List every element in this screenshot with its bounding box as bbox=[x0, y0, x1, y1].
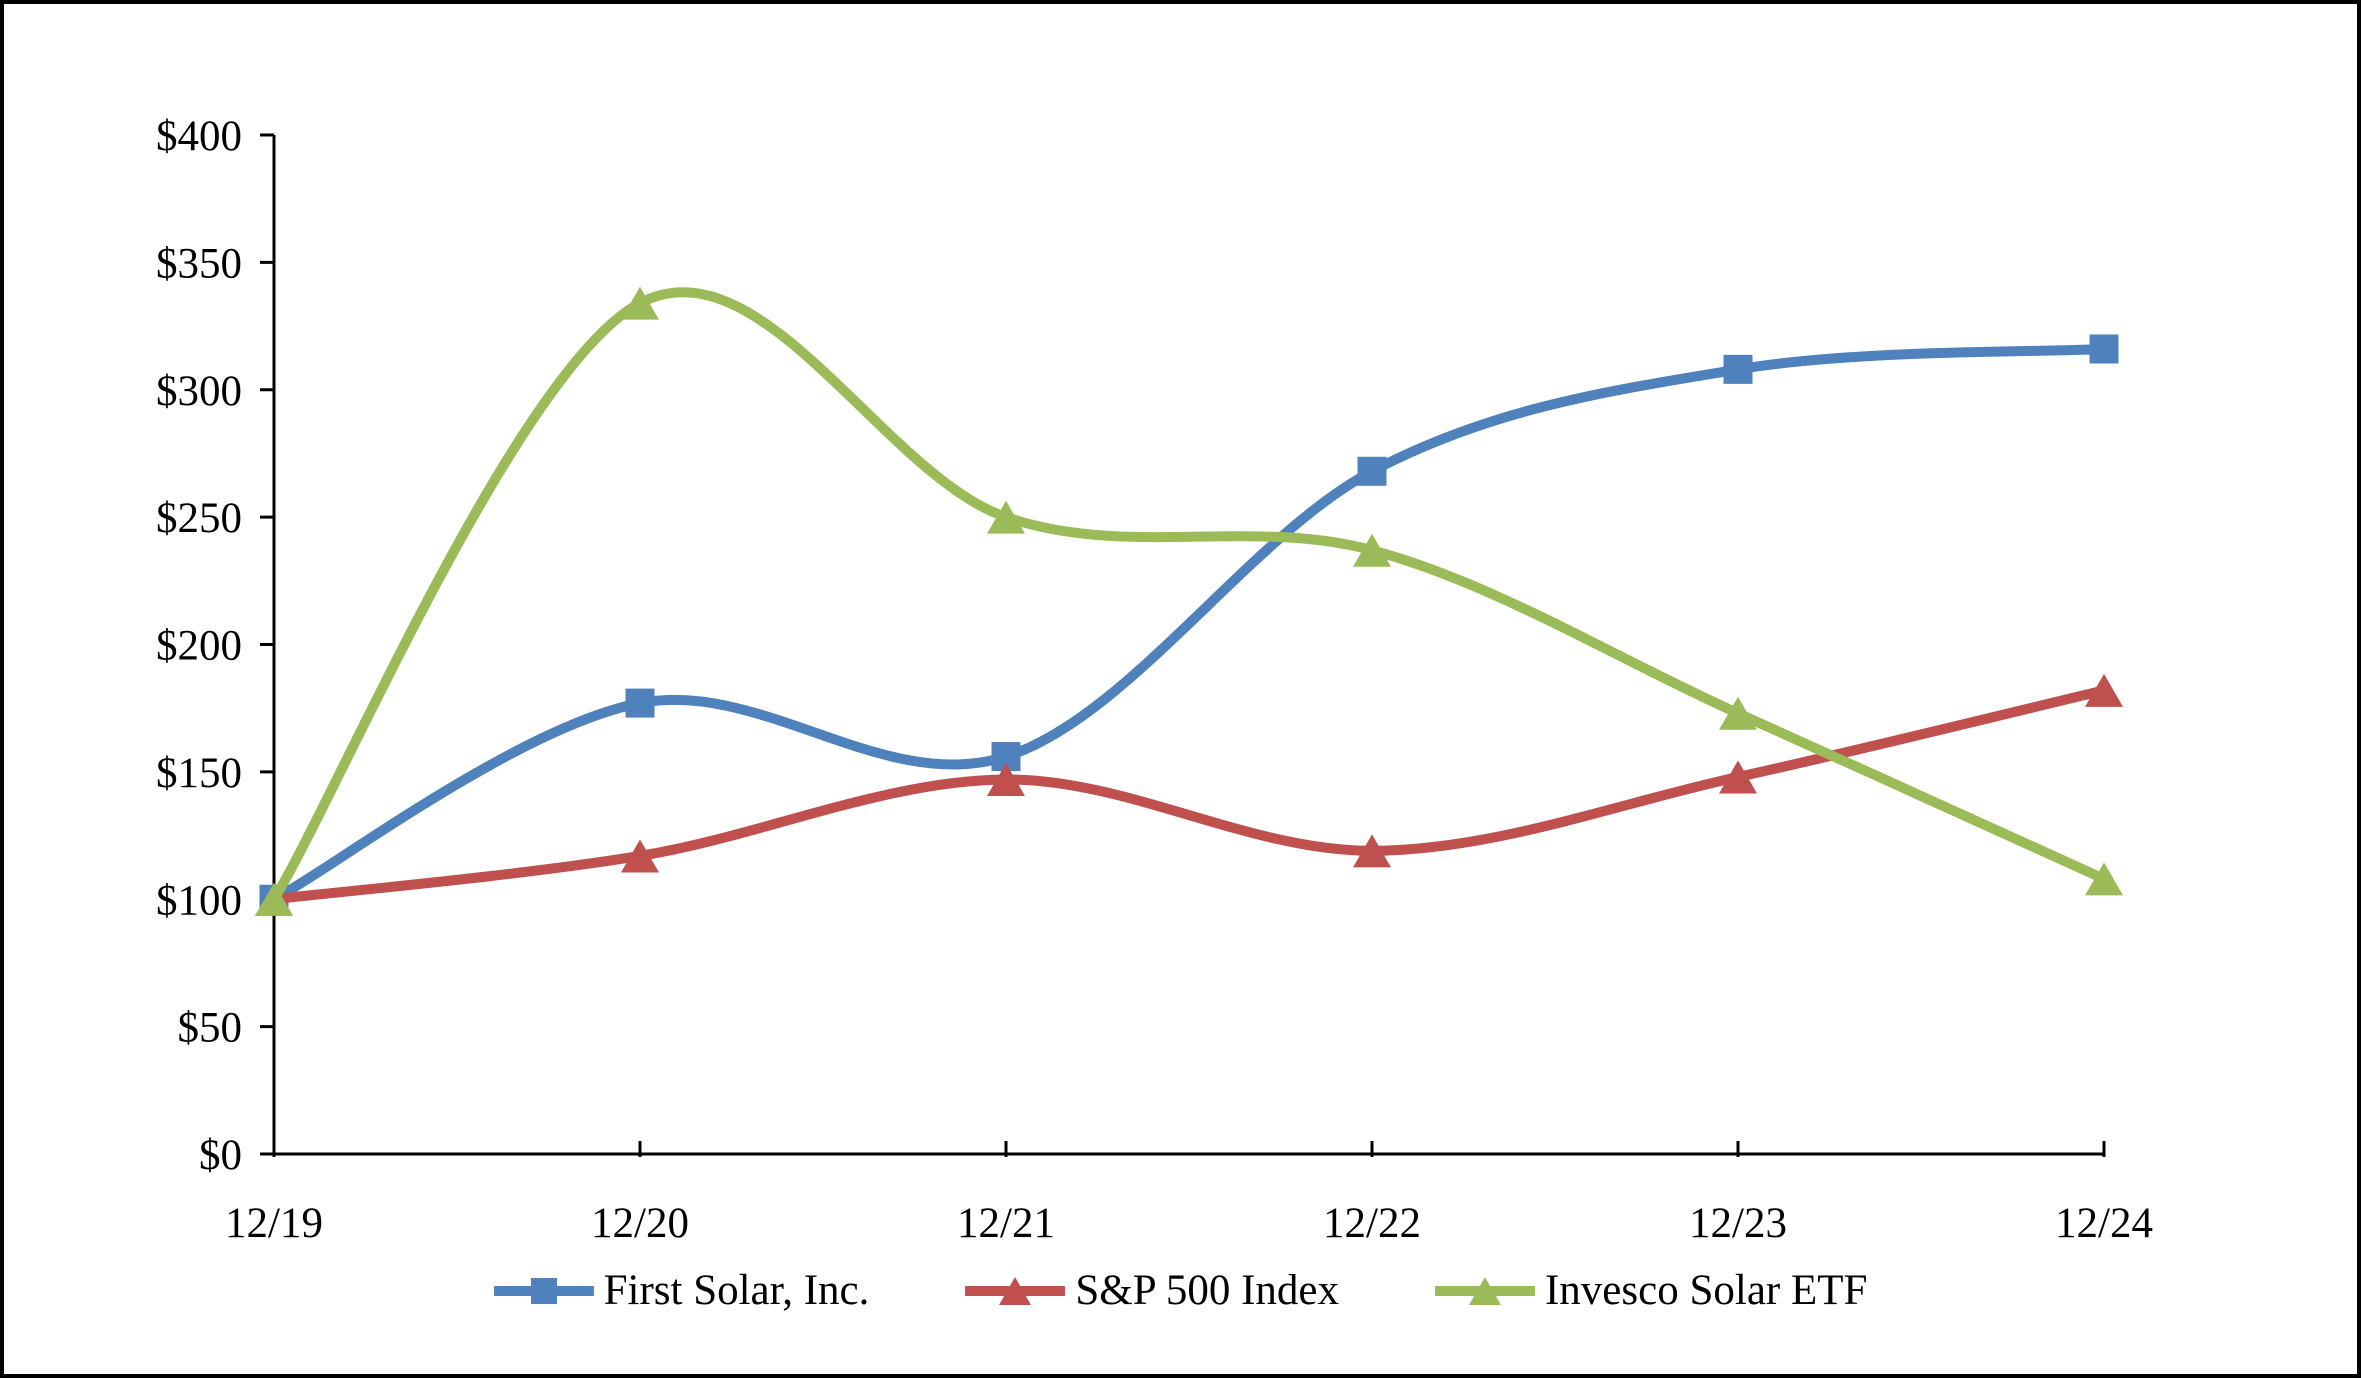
y-axis-tick-label: $200 bbox=[156, 623, 242, 670]
x-axis-tick-label: 12/20 bbox=[591, 1200, 689, 1247]
y-axis-tick-label: $150 bbox=[156, 750, 242, 797]
chart-plot-area: $0 $50 $100 $150 $200 $250 $300 $350 $400 12/19 12… bbox=[156, 113, 2153, 1247]
legend-item-first-solar-inc: First Solar, Inc. bbox=[493, 1266, 870, 1315]
legend-item-invesco-solar-etf: Invesco Solar ETF bbox=[1434, 1266, 1868, 1315]
data-point-marker-square bbox=[625, 688, 655, 718]
data-point-marker-triangle bbox=[621, 286, 659, 320]
data-point-marker-square bbox=[1723, 354, 1753, 384]
series-s-p-500-index bbox=[255, 673, 2123, 916]
series-line-first-solar-inc bbox=[269, 344, 2109, 905]
data-point-marker-triangle bbox=[255, 882, 293, 916]
y-axis-tick-label: $250 bbox=[156, 495, 242, 542]
data-point-marker-square bbox=[2089, 334, 2119, 364]
legend-label-invesco-solar-etf: Invesco Solar ETF bbox=[1544, 1267, 1868, 1314]
data-point-marker-triangle bbox=[2085, 673, 2123, 707]
x-axis-tick-label: 12/24 bbox=[2055, 1200, 2153, 1247]
data-point-marker-triangle bbox=[1353, 834, 1391, 868]
data-point-marker-triangle bbox=[1719, 696, 1757, 730]
y-axis-tick-label: $0 bbox=[199, 1132, 242, 1179]
x-axis-tick-label: 12/23 bbox=[1689, 1200, 1787, 1247]
y-axis-tick-label: $50 bbox=[178, 1005, 243, 1052]
y-axis-tick-label: $400 bbox=[156, 113, 242, 160]
legend-label-first-solar-inc: First Solar, Inc. bbox=[603, 1267, 870, 1314]
legend-marker-triangle-icon bbox=[1434, 1276, 1535, 1305]
y-axis-tick-label: $100 bbox=[156, 877, 242, 924]
legend-label-s-p-500-index: S&P 500 Index bbox=[1075, 1267, 1339, 1314]
series-line-invesco-solar-etf bbox=[269, 287, 2109, 905]
series-line-s-p-500-index bbox=[269, 685, 2109, 905]
y-axis-tick-label: $300 bbox=[156, 368, 242, 415]
data-point-marker-triangle bbox=[621, 839, 659, 873]
x-axis-tick-label: 12/21 bbox=[957, 1200, 1055, 1247]
data-point-marker-triangle bbox=[987, 763, 1025, 797]
series-invesco-solar-etf bbox=[255, 286, 2123, 916]
data-point-marker-triangle bbox=[2085, 862, 2123, 896]
x-axis-tick-label: 12/19 bbox=[225, 1200, 323, 1247]
y-axis-tick-label: $350 bbox=[156, 240, 242, 287]
data-point-marker-triangle bbox=[1719, 760, 1757, 794]
legend-marker-square-icon bbox=[493, 1277, 594, 1304]
data-point-marker-triangle bbox=[987, 500, 1025, 534]
data-point-marker-triangle bbox=[1353, 533, 1391, 567]
series-first-solar-inc bbox=[259, 334, 2119, 914]
chart-legend: First Solar, Inc. S&P 500 Index Invesco So… bbox=[4, 1266, 2357, 1315]
legend-marker-triangle-icon bbox=[965, 1276, 1066, 1305]
data-point-marker-square bbox=[1357, 456, 1387, 486]
legend-item-s-p-500-index: S&P 500 Index bbox=[965, 1266, 1339, 1315]
x-axis-tick-label: 12/22 bbox=[1323, 1200, 1421, 1247]
